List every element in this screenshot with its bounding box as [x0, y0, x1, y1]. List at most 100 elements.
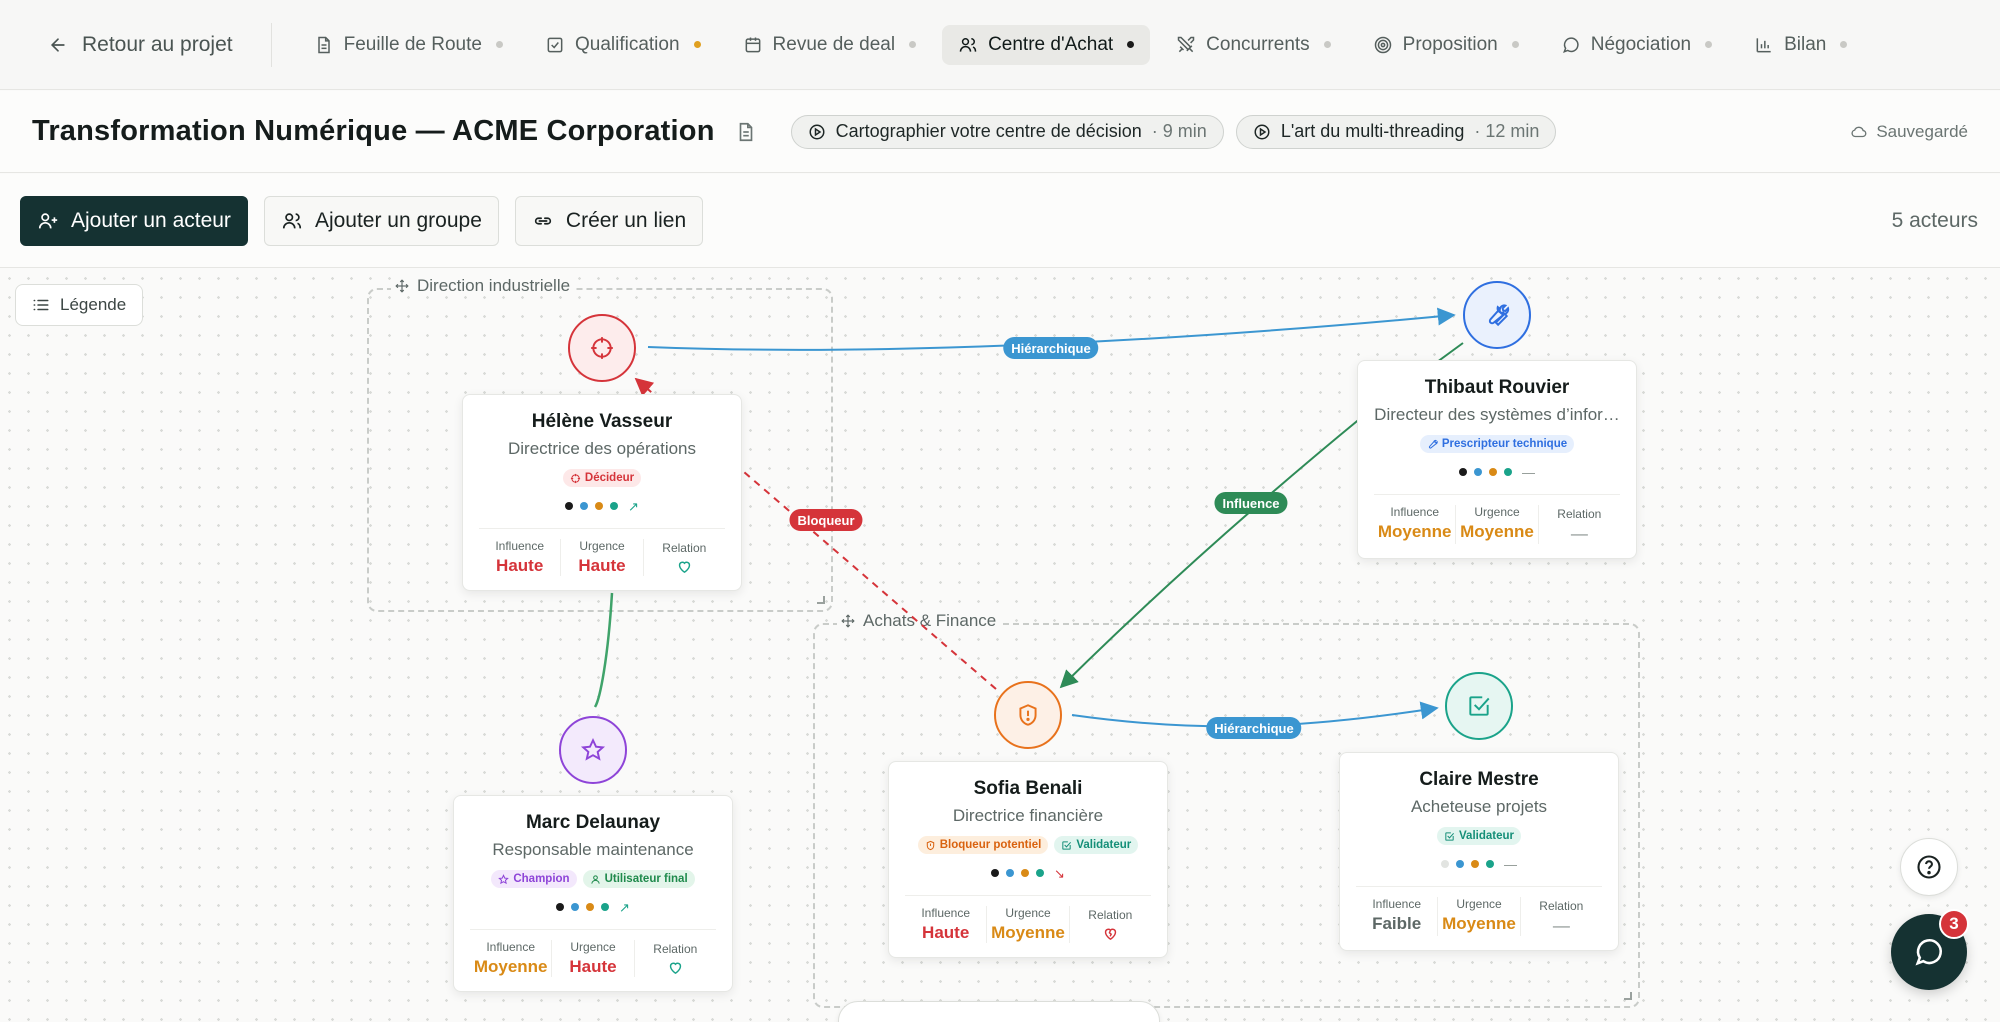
badge-label: Validateur [1076, 839, 1132, 851]
bar-chart-icon [1754, 35, 1774, 55]
tab-qualification[interactable]: Qualification [529, 25, 717, 65]
resize-handle[interactable] [817, 596, 825, 604]
group-direction-industrielle[interactable]: Direction industrielle [367, 276, 833, 612]
document-icon[interactable] [735, 121, 757, 143]
badge-label: Validateur [1459, 830, 1514, 842]
status-dots: ↗ [454, 901, 732, 914]
status-dot [595, 502, 604, 510]
metric-influence: Influence Haute [905, 906, 986, 943]
move-icon[interactable] [395, 279, 409, 293]
actor-card-rouvier[interactable]: Thibaut Rouvier Directeur des systèmes d… [1357, 360, 1637, 559]
metric-label: Influence [495, 539, 545, 553]
badge-label: Décideur [584, 472, 635, 484]
actor-card-delaunay[interactable]: Marc Delaunay Responsable maintenance Ch… [453, 795, 733, 992]
legend-button[interactable]: Légende [15, 284, 144, 326]
tab-status-dot [1840, 41, 1848, 48]
metric-value: Faible [1372, 914, 1422, 933]
actor-node-delaunay[interactable] [559, 716, 627, 784]
play-circle-icon [808, 123, 826, 141]
tab-label: Proposition [1402, 33, 1498, 55]
shield-alert-icon [925, 840, 936, 851]
metric-relation: Relation [633, 940, 716, 977]
actor-node-vasseur[interactable] [568, 314, 636, 382]
calendar-icon [743, 35, 763, 55]
tab-centre-d-achat[interactable]: Centre d'Achat [942, 24, 1151, 65]
crosshair-icon [589, 335, 615, 361]
section-tabs: Feuille de Route Qualification Revue de … [298, 24, 1864, 65]
tab-label: Centre d'Achat [988, 33, 1114, 55]
tab-concurrents[interactable]: Concurrents [1160, 25, 1347, 65]
actor-node-mestre[interactable] [1445, 672, 1513, 740]
metric-value: Haute [569, 957, 617, 976]
metric-label: Relation [1088, 908, 1133, 922]
zoom-controls[interactable] [838, 1001, 1160, 1022]
status-dots: ↗ [463, 498, 741, 514]
help-button[interactable] [1900, 838, 1958, 896]
tab-revue-de-deal[interactable]: Revue de deal [727, 25, 933, 65]
actor-badges: Bloqueur potentiel Validateur [889, 836, 1167, 854]
actor-name: Hélène Vasseur [531, 411, 673, 432]
status-dot [580, 502, 589, 510]
badge-label: Utilisateur final [604, 873, 688, 885]
add-group-label: Ajouter un groupe [314, 208, 482, 232]
wrench-icon [1427, 439, 1438, 450]
status-dots: — [1358, 466, 1636, 479]
create-link-button[interactable]: Créer un lien [514, 195, 704, 246]
metric-relation: Relation [642, 539, 725, 576]
metric-label: Influence [1390, 505, 1440, 519]
status-dot [1456, 860, 1464, 868]
actor-badges: Validateur [1340, 827, 1618, 845]
status-dot [1504, 468, 1512, 476]
status-dot [556, 903, 565, 911]
unread-count-badge: 3 [1939, 909, 1969, 939]
metric-label: Influence [1372, 897, 1422, 911]
edge-label-influence[interactable]: Influence [1214, 492, 1288, 514]
video-pill-decision-center[interactable]: Cartographier votre centre de décision ·… [790, 114, 1224, 149]
status-dot [1486, 860, 1494, 868]
actor-node-rouvier[interactable] [1463, 281, 1531, 349]
link-icon [532, 210, 554, 232]
video-pill-multi-threading[interactable]: L'art du multi-threading · 12 min [1235, 114, 1557, 149]
tab-proposition[interactable]: Proposition [1357, 25, 1535, 65]
shield-alert-icon [1015, 702, 1041, 728]
back-to-project-link[interactable]: Retour au projet [48, 22, 272, 67]
tab-feuille-de-route[interactable]: Feuille de Route [298, 25, 519, 65]
users-icon [958, 35, 978, 55]
status-dot [571, 903, 580, 911]
edge-label-hierarchique[interactable]: Hiérarchique [1003, 337, 1099, 359]
tab-bilan[interactable]: Bilan [1738, 25, 1863, 65]
video-duration: · 12 min [1474, 121, 1540, 141]
add-actor-button[interactable]: Ajouter un acteur [20, 195, 248, 246]
status-dot [601, 903, 610, 911]
check-square-icon [1466, 693, 1492, 719]
metric-urgence: Urgence Moyenne [986, 906, 1068, 943]
group-achats-finance[interactable]: Achats & Finance [813, 611, 1640, 1008]
group-title: Direction industrielle [417, 276, 571, 295]
role-badge-validateur: Validateur [1437, 827, 1521, 845]
actor-role: Directrice financière [952, 806, 1104, 825]
buying-center-canvas[interactable]: Direction industrielle Achats & Finance … [0, 269, 2000, 1022]
group-label: Direction industrielle [391, 276, 575, 296]
metric-relation: Relation — [1537, 505, 1620, 544]
trend-up-icon: ↗ [628, 498, 639, 514]
actor-role: Acheteuse projets [1410, 797, 1548, 816]
edge-label-bloqueur[interactable]: Bloqueur [789, 509, 863, 531]
actor-card-mestre[interactable]: Claire Mestre Acheteuse projets Validate… [1339, 752, 1619, 951]
actor-role: Directrice des opérations [507, 439, 697, 458]
status-dot [1021, 869, 1030, 877]
edge-label-hierarchique[interactable]: Hiérarchique [1206, 717, 1302, 739]
tab-negociation[interactable]: Négociation [1545, 25, 1728, 65]
question-circle-icon [1915, 853, 1943, 881]
add-group-button[interactable]: Ajouter un groupe [263, 195, 499, 246]
badge-label: Champion [513, 873, 570, 885]
actor-card-benali[interactable]: Sofia Benali Directrice financière Bloqu… [888, 761, 1168, 958]
actor-card-vasseur[interactable]: Hélène Vasseur Directrice des opérations… [462, 394, 742, 591]
actor-node-benali[interactable] [994, 681, 1062, 749]
move-icon[interactable] [841, 614, 855, 628]
resize-handle[interactable] [1624, 992, 1632, 1000]
star-icon [498, 873, 510, 885]
tab-status-dot [693, 41, 701, 48]
actor-metrics: Influence Moyenne Urgence Moyenne Relati… [1374, 494, 1620, 544]
cloud-icon [1850, 123, 1868, 141]
status-dot [1474, 468, 1482, 476]
